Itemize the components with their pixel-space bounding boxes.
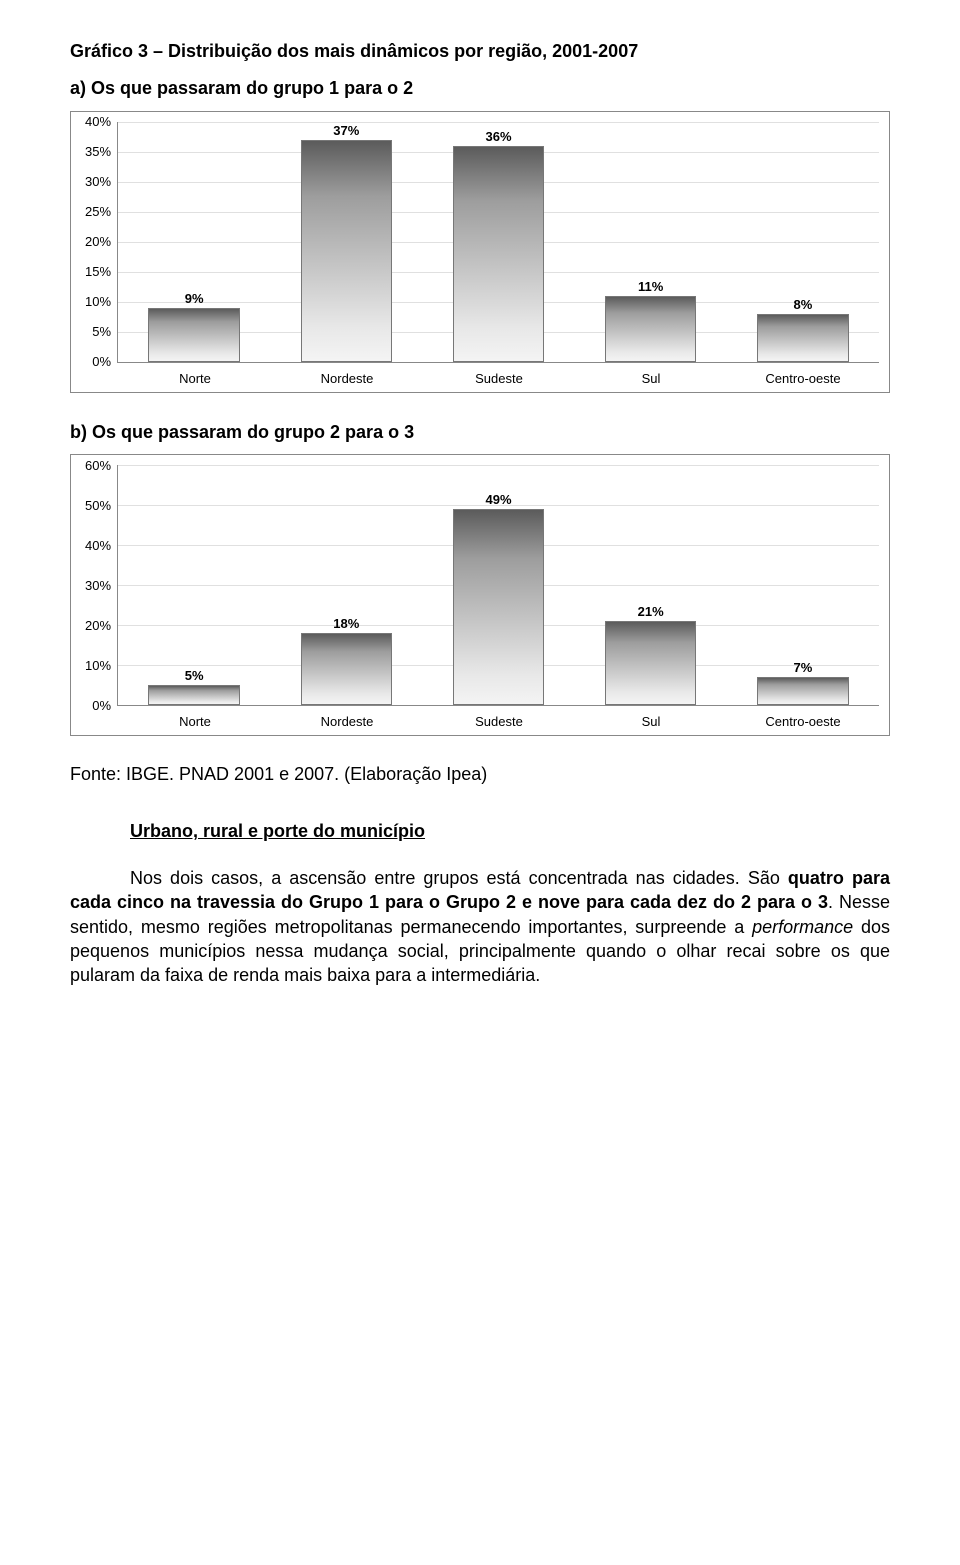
x-axis-label: Sudeste xyxy=(438,714,560,729)
bar-rect xyxy=(757,677,848,705)
chart-b-container: 60%50%40%30%20%10%0%5%18%49%21%7% NorteN… xyxy=(70,454,890,736)
y-axis-tick-label: 5% xyxy=(92,325,111,338)
x-axis-label: Nordeste xyxy=(286,714,408,729)
bar-value-label: 49% xyxy=(485,492,511,507)
bar-rect xyxy=(148,308,239,362)
y-axis-tick-label: 30% xyxy=(85,579,111,592)
chart-a-heading: a) Os que passaram do grupo 1 para o 2 xyxy=(70,77,890,100)
chart-a-container: 40% 35% 30% 25% 20% 15% 10% 5% 0% 9% 37% 36% 11% 8% N… xyxy=(70,111,890,393)
bar: 9% xyxy=(133,122,255,362)
bar-rect xyxy=(605,621,696,705)
bar-value-label: 7% xyxy=(793,660,812,675)
y-axis-tick-label: 30% xyxy=(85,175,111,188)
bar-value-label: 18% xyxy=(333,616,359,631)
bar-rect xyxy=(605,296,696,362)
y-axis-tick-label: 15% xyxy=(85,265,111,278)
y-axis-tick-label: 10% xyxy=(85,659,111,672)
x-axis-label: Nordeste xyxy=(286,371,408,386)
bar: 7% xyxy=(742,465,864,705)
x-axis-label: Sudeste xyxy=(438,371,560,386)
bar-value-label: 8% xyxy=(793,297,812,312)
bar-value-label: 36% xyxy=(485,129,511,144)
y-axis-tick-label: 0% xyxy=(92,355,111,368)
bars: 9% 37% 36% 11% 8% xyxy=(118,122,879,362)
x-axis-label: Norte xyxy=(134,714,256,729)
plot: 9% 37% 36% 11% 8% xyxy=(117,122,879,363)
chart-b-heading: b) Os que passaram do grupo 2 para o 3 xyxy=(70,421,890,444)
chart-b-x-axis: Norte Nordeste Sudeste Sul Centro-oeste xyxy=(119,706,879,729)
section-title: Urbano, rural e porte do município xyxy=(130,821,890,842)
y-axis-tick-label: 0% xyxy=(92,699,111,712)
bar: 8% xyxy=(742,122,864,362)
x-axis-label: Sul xyxy=(590,714,712,729)
chart-source: Fonte: IBGE. PNAD 2001 e 2007. (Elaboraç… xyxy=(70,764,890,785)
paragraph-italic-1: performance xyxy=(752,917,853,937)
body-paragraph: Nos dois casos, a ascensão entre grupos … xyxy=(70,866,890,987)
document-page: Gráfico 3 – Distribuição dos mais dinâmi… xyxy=(0,0,960,1048)
y-axis-tick-label: 50% xyxy=(85,499,111,512)
chart-title: Gráfico 3 – Distribuição dos mais dinâmi… xyxy=(70,40,890,63)
y-axis: 60%50%40%30%20%10%0% xyxy=(85,465,117,705)
bar: 37% xyxy=(285,122,407,362)
x-axis-label: Norte xyxy=(134,371,256,386)
y-axis-tick-label: 10% xyxy=(85,295,111,308)
bar-rect xyxy=(301,633,392,705)
x-axis-label: Centro-oeste xyxy=(742,714,864,729)
bar-rect xyxy=(301,140,392,362)
bar-rect xyxy=(757,314,848,362)
bar: 11% xyxy=(590,122,712,362)
bar: 36% xyxy=(438,122,560,362)
bar-value-label: 21% xyxy=(638,604,664,619)
chart-a-x-axis: Norte Nordeste Sudeste Sul Centro-oeste xyxy=(119,363,879,386)
bar-value-label: 37% xyxy=(333,123,359,138)
y-axis-tick-label: 60% xyxy=(85,459,111,472)
x-axis-label: Sul xyxy=(590,371,712,386)
bar: 21% xyxy=(590,465,712,705)
y-axis-tick-label: 35% xyxy=(85,145,111,158)
chart-a-plot-area: 40%35%30%25%20%15%10%5%0%9%37%36%11%8% xyxy=(85,122,879,363)
y-axis-tick-label: 20% xyxy=(85,235,111,248)
bar-value-label: 9% xyxy=(185,291,204,306)
bars: 5% 18% 49% 21% 7% xyxy=(118,465,879,705)
bar: 49% xyxy=(438,465,560,705)
bar-value-label: 5% xyxy=(185,668,204,683)
bar: 18% xyxy=(285,465,407,705)
chart-b-plot-area: 60%50%40%30%20%10%0%5%18%49%21%7% xyxy=(85,465,879,706)
x-axis-label: Centro-oeste xyxy=(742,371,864,386)
bar-rect xyxy=(453,509,544,705)
bar-value-label: 11% xyxy=(638,279,663,294)
y-axis-tick-label: 40% xyxy=(85,115,111,128)
bar-rect xyxy=(148,685,239,705)
y-axis-tick-label: 20% xyxy=(85,619,111,632)
y-axis-tick-label: 40% xyxy=(85,539,111,552)
y-axis: 40%35%30%25%20%15%10%5%0% xyxy=(85,122,117,362)
plot: 5% 18% 49% 21% 7% xyxy=(117,465,879,706)
bar: 5% xyxy=(133,465,255,705)
paragraph-text-1: Nos dois casos, a ascensão entre grupos … xyxy=(130,868,788,888)
y-axis-tick-label: 25% xyxy=(85,205,111,218)
bar-rect xyxy=(453,146,544,362)
